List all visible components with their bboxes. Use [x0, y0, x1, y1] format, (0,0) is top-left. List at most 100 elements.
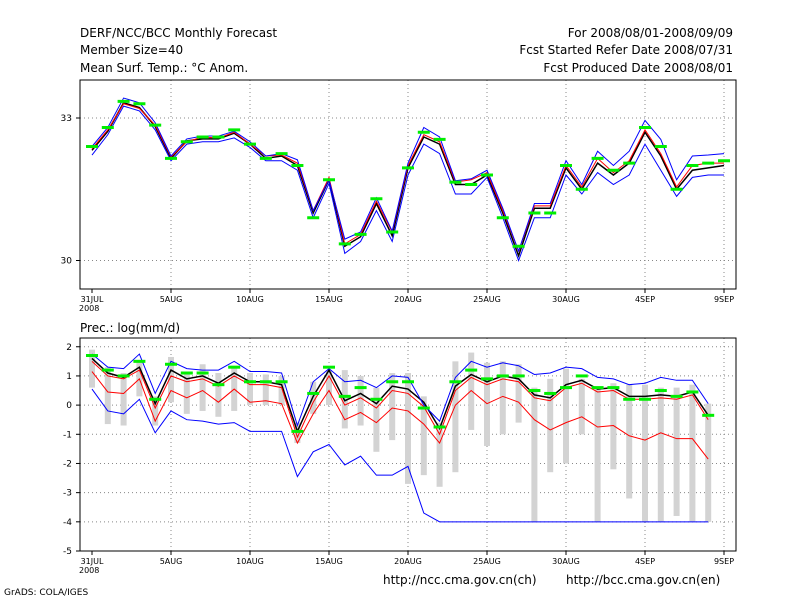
spread-bar — [120, 373, 127, 426]
y-tick-label: 0 — [66, 401, 72, 411]
obs-mark — [686, 390, 699, 394]
obs-mark — [654, 389, 667, 393]
spread-bar — [231, 365, 238, 411]
obs-mark — [291, 429, 304, 433]
spread-bar — [420, 396, 427, 476]
x-tick-label: 30AUG — [552, 295, 580, 304]
obs-mark — [481, 173, 493, 177]
x-tick-label: 9SEP — [714, 557, 734, 566]
x-tick-label: 15AUG — [315, 295, 343, 304]
x-tick-label: 4SEP — [635, 295, 655, 304]
obs-mark — [591, 386, 604, 390]
obs-mark — [101, 368, 114, 372]
forecast-produced-date: Fcst Produced Date 2008/08/01 — [543, 61, 733, 75]
obs-mark — [86, 145, 98, 148]
obs-mark — [591, 156, 604, 160]
x-tick-label: 4SEP — [635, 557, 655, 566]
spread-bar — [373, 387, 380, 452]
obs-mark — [354, 386, 367, 390]
obs-mark — [338, 394, 351, 398]
spread-bar — [642, 384, 648, 522]
spread-bar — [657, 387, 664, 522]
obs-mark — [449, 180, 462, 184]
obs-mark — [259, 156, 272, 160]
panel0-series-red — [91, 103, 724, 253]
obs-mark — [291, 164, 304, 167]
obs-mark — [244, 142, 256, 146]
spread-bar — [405, 373, 411, 484]
obs-mark — [639, 126, 651, 129]
obs-mark — [323, 365, 335, 369]
obs-mark — [417, 130, 430, 134]
obs-mark — [496, 216, 509, 220]
obs-mark — [702, 161, 715, 165]
spread-bar — [183, 373, 190, 414]
obs-mark — [212, 383, 225, 387]
obs-mark — [228, 128, 241, 132]
obs-mark — [196, 371, 209, 375]
spread-bar — [673, 387, 680, 516]
obs-mark — [86, 354, 98, 358]
spread-bar — [452, 361, 459, 473]
obs-mark — [496, 374, 509, 378]
y-tick-label: 30 — [61, 257, 73, 267]
spread-bar — [705, 403, 712, 522]
obs-mark — [370, 197, 383, 201]
obs-mark — [560, 386, 572, 390]
obs-mark — [180, 371, 193, 375]
obs-mark — [149, 123, 162, 127]
grads-credit: GrADS: COLA/IGES — [4, 588, 89, 598]
y-tick-label: 33 — [61, 114, 72, 124]
spread-bar — [484, 362, 490, 446]
obs-mark — [323, 178, 335, 182]
x-year-label: 2008 — [79, 304, 99, 313]
spread-bar — [215, 373, 222, 417]
x-tick-label: 9SEP — [714, 295, 734, 304]
y-tick-label: 1 — [66, 372, 72, 382]
obs-mark — [149, 397, 162, 401]
x-year-label: 2008 — [79, 566, 99, 575]
url-en: http://bcc.cma.gov.cn(en) — [566, 573, 721, 587]
spread-bar — [247, 373, 253, 406]
obs-mark — [354, 232, 367, 236]
obs-mark — [165, 156, 177, 160]
obs-mark — [307, 391, 320, 395]
y-tick-label: -1 — [63, 430, 72, 440]
obs-mark — [165, 362, 177, 366]
obs-mark — [338, 242, 351, 246]
obs-mark — [512, 244, 525, 248]
obs-mark — [544, 391, 557, 395]
panel1-series-red_lower — [91, 371, 709, 460]
spread-bar — [531, 387, 538, 522]
obs-mark — [275, 152, 288, 156]
x-tick-label: 31JUL — [81, 295, 104, 304]
variable-label: Mean Surf. Temp.: °C Anom. — [80, 61, 249, 75]
obs-mark — [244, 380, 256, 384]
obs-mark — [465, 183, 478, 186]
chart-title: DERF/NCC/BCC Monthly Forecast — [80, 26, 278, 40]
obs-mark — [718, 159, 730, 163]
x-tick-label: 31JUL — [81, 557, 104, 566]
obs-mark — [670, 187, 683, 191]
obs-mark — [465, 368, 478, 372]
spread-bar — [152, 396, 159, 426]
obs-mark — [196, 135, 209, 139]
x-tick-label: 15AUG — [315, 557, 343, 566]
obs-mark — [654, 145, 667, 148]
forecast-period: For 2008/08/01-2008/09/09 — [567, 26, 733, 40]
spread-bar — [199, 364, 206, 411]
obs-mark — [686, 164, 699, 167]
panel1-series-max — [91, 353, 709, 428]
y-tick-label: -2 — [63, 459, 72, 469]
obs-mark — [417, 406, 430, 410]
spread-bar — [436, 422, 443, 487]
spread-bar — [689, 384, 696, 522]
y-tick-label: -4 — [63, 518, 72, 528]
obs-mark — [607, 168, 620, 172]
obs-mark — [386, 230, 399, 234]
x-tick-label: 25AUG — [473, 295, 501, 304]
x-tick-label: 5AUG — [160, 295, 183, 304]
y-tick-label: 2 — [66, 343, 72, 353]
obs-mark — [528, 211, 541, 215]
